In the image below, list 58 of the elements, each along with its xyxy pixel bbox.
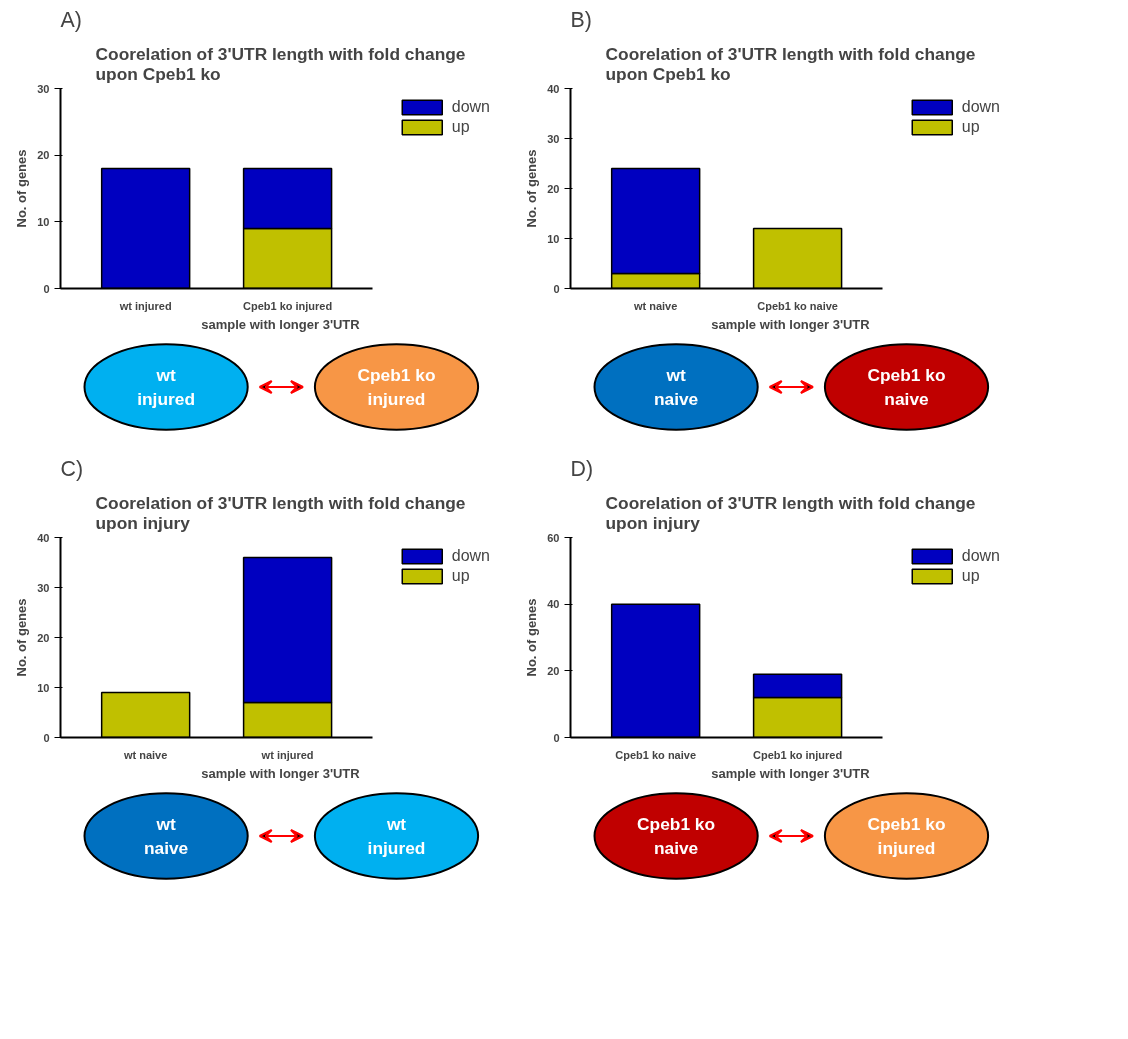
chart-title: Coorelation of 3'UTR length with fold change upon injury xyxy=(605,492,976,533)
text: Cpeb1 ko naive xyxy=(867,365,946,409)
x-tick-label: wt naive xyxy=(122,748,168,761)
legend-label: down xyxy=(961,547,1000,565)
text: Cpeb1 ko injured xyxy=(357,365,436,409)
text: B) xyxy=(570,7,592,32)
y-tick-label: 0 xyxy=(553,282,560,295)
x-tick-label: Cpeb1 ko naive xyxy=(615,748,697,761)
y-tick-label: 40 xyxy=(547,82,560,95)
y-tick-label: 10 xyxy=(547,232,560,245)
y-tick-label: 30 xyxy=(547,132,560,145)
legend-label: up xyxy=(961,118,981,136)
text: wt naive xyxy=(653,365,699,409)
y-tick-label: 30 xyxy=(37,82,50,95)
y-tick-label: 20 xyxy=(547,664,560,677)
x-axis-title: sample with longer 3'UTR xyxy=(201,316,361,332)
chart-title: Coorelation of 3'UTR length with fold change upon Cpeb1 ko xyxy=(605,43,976,84)
y-tick-label: 40 xyxy=(547,598,560,611)
x-tick-label: Cpeb1 ko naive xyxy=(757,299,838,312)
y-tick-label: 0 xyxy=(553,731,560,744)
legend-label: up xyxy=(961,567,981,585)
text: D) xyxy=(570,456,594,481)
chart-title: Coorelation of 3'UTR length with fold change upon Cpeb1 ko xyxy=(95,43,466,84)
y-axis-title: No. of genes xyxy=(14,598,30,677)
y-tick-label: 20 xyxy=(547,182,560,195)
x-tick-label: Cpeb1 ko injured xyxy=(752,748,843,761)
text: A) xyxy=(60,7,82,32)
text: wt injured xyxy=(367,814,426,858)
y-axis-title: No. of genes xyxy=(14,149,30,228)
x-axis-title: sample with longer 3'UTR xyxy=(711,765,871,781)
y-axis-title: No. of genes xyxy=(524,598,540,677)
y-tick-label: 60 xyxy=(547,531,560,544)
legend-label: up xyxy=(451,118,471,136)
x-tick-label: Cpeb1 ko injured xyxy=(242,299,333,312)
x-tick-label: wt injured xyxy=(118,299,172,312)
text: Cpeb1 ko naive xyxy=(637,814,716,858)
chart-title: Coorelation of 3'UTR length with fold change upon injury xyxy=(95,492,466,533)
text: Cpeb1 ko injured xyxy=(867,814,946,858)
y-tick-label: 30 xyxy=(37,581,50,594)
y-axis-title: No. of genes xyxy=(524,149,540,228)
y-tick-label: 20 xyxy=(37,631,50,644)
y-tick-label: 0 xyxy=(43,731,50,744)
x-tick-label: wt injured xyxy=(260,748,314,761)
y-tick-label: 0 xyxy=(43,282,50,295)
x-axis-title: sample with longer 3'UTR xyxy=(711,316,871,332)
y-tick-label: 20 xyxy=(37,149,50,162)
y-tick-label: 10 xyxy=(37,215,50,228)
text: wt naive xyxy=(143,814,189,858)
x-tick-label: wt naive xyxy=(632,299,678,312)
x-axis-title: sample with longer 3'UTR xyxy=(201,765,361,781)
text: wt injured xyxy=(137,365,195,409)
y-tick-label: 40 xyxy=(37,531,50,544)
y-tick-label: 10 xyxy=(37,681,50,694)
legend-label: up xyxy=(451,567,471,585)
text: C) xyxy=(60,456,84,481)
legend-label: down xyxy=(451,98,490,116)
legend-label: down xyxy=(961,98,1000,116)
legend-label: down xyxy=(451,547,490,565)
